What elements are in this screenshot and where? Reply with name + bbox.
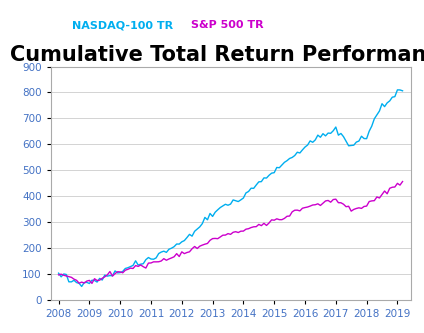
Title: Cumulative Total Return Performance: Cumulative Total Return Performance xyxy=(10,45,424,65)
Text: S&P 500 TR: S&P 500 TR xyxy=(191,20,263,30)
Text: NASDAQ-100 TR: NASDAQ-100 TR xyxy=(72,20,173,30)
